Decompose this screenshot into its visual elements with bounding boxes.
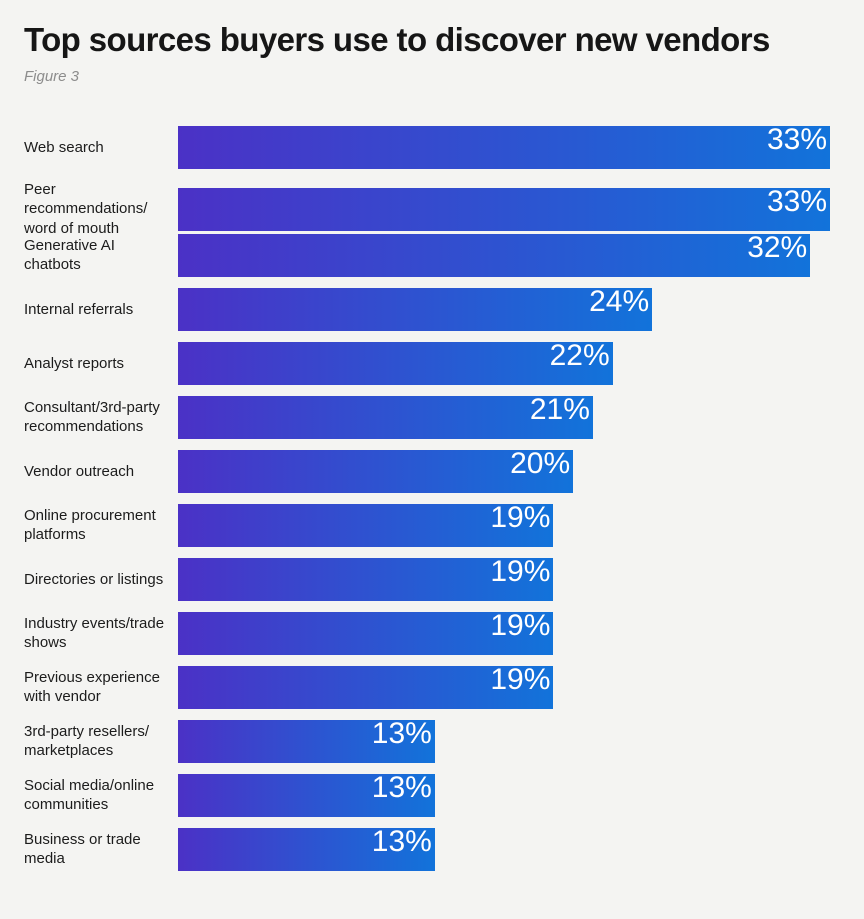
category-label: Business or trade media xyxy=(24,830,141,868)
value-label: 13% xyxy=(371,716,432,750)
bar: 33% xyxy=(178,122,830,169)
chart-row: Directories or listings 19% xyxy=(24,554,864,601)
chart-row: Online procurement platforms 19% xyxy=(24,500,864,547)
category-label: Peer recommendations/ word of mouth xyxy=(24,180,148,237)
bar-track: 13% xyxy=(178,716,830,763)
category-label: Vendor outreach xyxy=(24,462,135,480)
chart-row: Vendor outreach 20% xyxy=(24,446,864,493)
bar: 13% xyxy=(178,716,435,763)
value-label: 33% xyxy=(766,122,827,156)
chart-row: Industry events/trade shows 19% xyxy=(24,608,864,655)
category-label: Internal referrals xyxy=(24,300,134,318)
chart-row: Web search 33% xyxy=(24,122,864,169)
bar: 22% xyxy=(178,338,613,385)
category-label: 3rd-party resellers/ marketplaces xyxy=(24,722,150,760)
bar-track: 21% xyxy=(178,392,830,439)
bar: 13% xyxy=(178,770,435,817)
bar-track: 19% xyxy=(178,608,830,655)
value-label: 33% xyxy=(766,184,827,218)
chart-row: Internal referrals 24% xyxy=(24,284,864,331)
value-label: 22% xyxy=(549,338,610,372)
bar-track: 13% xyxy=(178,824,830,871)
chart-row: 3rd-party resellers/ marketplaces 13% xyxy=(24,716,864,763)
bar-track: 33% xyxy=(178,184,830,231)
bar: 33% xyxy=(178,184,830,231)
category-label: Generative AI chatbots xyxy=(24,236,115,274)
value-label: 21% xyxy=(529,392,590,426)
bar-track: 32% xyxy=(178,230,830,277)
chart-row: Peer recommendations/ word of mouth 33% xyxy=(24,180,864,237)
chart-row: Business or trade media 13% xyxy=(24,824,864,871)
bar-track: 22% xyxy=(178,338,830,385)
bar: 32% xyxy=(178,230,811,277)
bar: 13% xyxy=(178,824,435,871)
category-label: Social media/online communities xyxy=(24,776,155,814)
chart-row: Social media/online communities 13% xyxy=(24,770,864,817)
figure-number: Figure 3 xyxy=(24,67,80,85)
bar-track: 19% xyxy=(178,500,830,547)
bar-track: 19% xyxy=(178,662,830,709)
bar: 19% xyxy=(178,500,554,547)
bar: 21% xyxy=(178,392,593,439)
bar-chart: Web search 33% Peer recommendations/ word … xyxy=(0,122,864,871)
bar-track: 19% xyxy=(178,554,830,601)
bar-track: 20% xyxy=(178,446,830,493)
value-label: 24% xyxy=(589,284,650,318)
chart-row: Generative AI chatbots 32% xyxy=(24,230,864,277)
value-label: 13% xyxy=(371,824,432,858)
bar-track: 33% xyxy=(178,122,830,169)
value-label: 19% xyxy=(490,662,551,696)
category-label: Analyst reports xyxy=(24,354,125,372)
chart-header: Top sources buyers use to discover new v… xyxy=(0,21,864,85)
bar-track: 24% xyxy=(178,284,830,331)
category-label: Online procurement platforms xyxy=(24,506,156,544)
value-label: 20% xyxy=(510,446,571,480)
chart-title: Top sources buyers use to discover new v… xyxy=(24,21,770,58)
value-label: 13% xyxy=(371,770,432,804)
chart-row: Previous experience with vendor 19% xyxy=(24,662,864,709)
bar: 19% xyxy=(178,662,554,709)
chart-row: Consultant/3rd-party recommendations 21% xyxy=(24,392,864,439)
value-label: 19% xyxy=(490,608,551,642)
bar: 19% xyxy=(178,554,554,601)
value-label: 32% xyxy=(747,230,808,264)
category-label: Directories or listings xyxy=(24,570,164,588)
bar-track: 13% xyxy=(178,770,830,817)
value-label: 19% xyxy=(490,554,551,588)
bar: 19% xyxy=(178,608,554,655)
chart-row: Analyst reports 22% xyxy=(24,338,864,385)
category-label: Industry events/trade shows xyxy=(24,614,165,652)
category-label: Web search xyxy=(24,138,104,156)
bar: 24% xyxy=(178,284,653,331)
bar: 20% xyxy=(178,446,574,493)
category-label: Consultant/3rd-party recommendations xyxy=(24,398,160,436)
value-label: 19% xyxy=(490,500,551,534)
category-label: Previous experience with vendor xyxy=(24,668,160,706)
